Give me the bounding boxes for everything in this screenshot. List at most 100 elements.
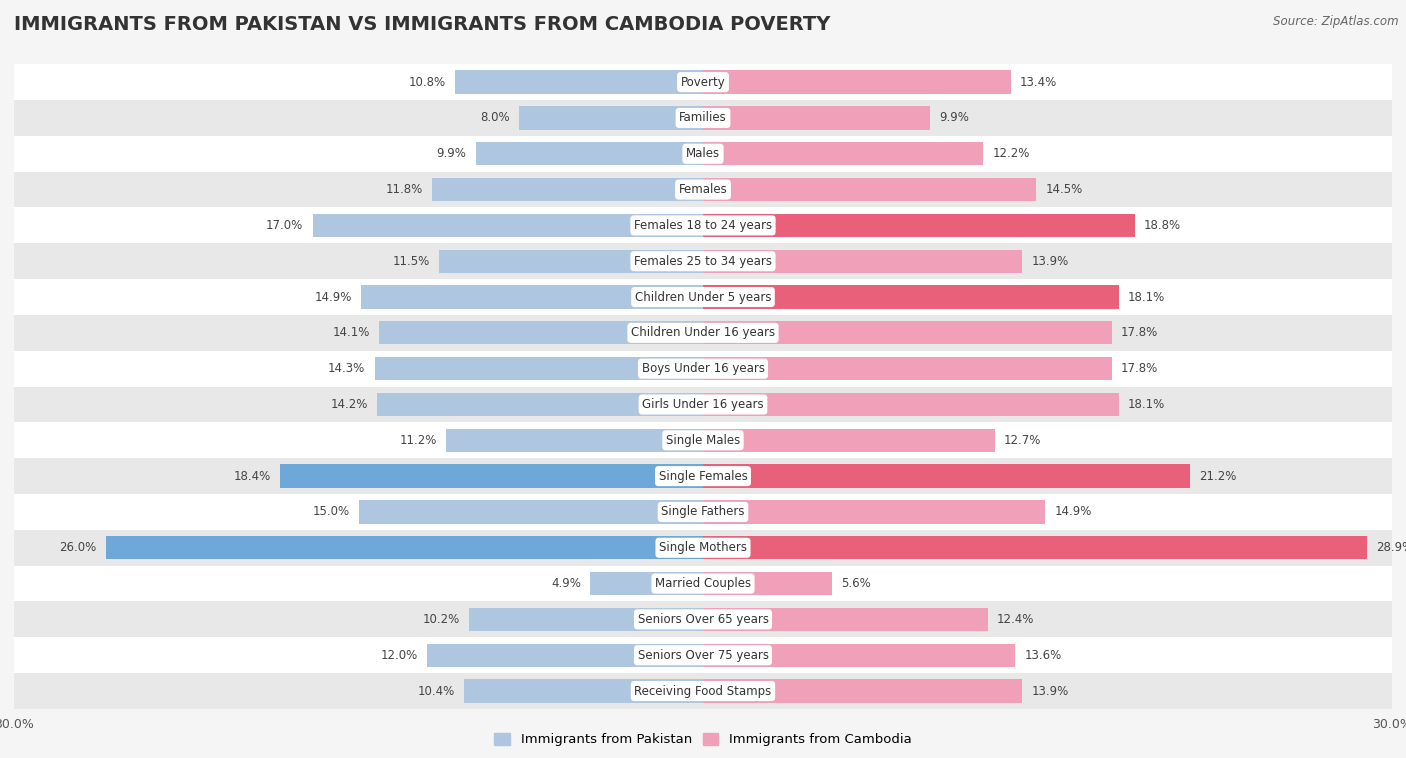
Bar xyxy=(703,106,931,130)
Bar xyxy=(14,637,1392,673)
Bar xyxy=(591,572,703,595)
Bar xyxy=(703,214,1135,237)
Bar xyxy=(432,178,703,201)
Bar xyxy=(703,465,1189,487)
Text: 8.0%: 8.0% xyxy=(481,111,510,124)
Text: 13.9%: 13.9% xyxy=(1032,255,1069,268)
Bar xyxy=(359,500,703,524)
Bar xyxy=(703,608,988,631)
Text: 18.1%: 18.1% xyxy=(1128,290,1166,303)
Bar xyxy=(468,608,703,631)
Text: 11.2%: 11.2% xyxy=(399,434,437,446)
Bar xyxy=(377,393,703,416)
Text: 12.7%: 12.7% xyxy=(1004,434,1042,446)
Text: Families: Families xyxy=(679,111,727,124)
Text: 11.5%: 11.5% xyxy=(392,255,430,268)
Bar xyxy=(475,142,703,165)
Text: 10.4%: 10.4% xyxy=(418,684,456,697)
Text: 15.0%: 15.0% xyxy=(312,506,349,518)
Bar xyxy=(14,279,1392,315)
Bar xyxy=(14,100,1392,136)
Bar xyxy=(703,536,1367,559)
Text: Females 25 to 34 years: Females 25 to 34 years xyxy=(634,255,772,268)
Bar xyxy=(14,171,1392,208)
Bar xyxy=(14,243,1392,279)
Text: Married Couples: Married Couples xyxy=(655,577,751,590)
Bar xyxy=(105,536,703,559)
Bar xyxy=(446,429,703,452)
Bar xyxy=(703,321,1112,344)
Bar xyxy=(703,142,983,165)
Text: 14.9%: 14.9% xyxy=(315,290,352,303)
Text: Poverty: Poverty xyxy=(681,76,725,89)
Text: 17.0%: 17.0% xyxy=(266,219,304,232)
Bar xyxy=(456,70,703,94)
Bar xyxy=(703,679,1022,703)
Bar xyxy=(14,315,1392,351)
Text: 18.4%: 18.4% xyxy=(233,470,271,483)
Bar xyxy=(703,357,1112,381)
Bar xyxy=(439,249,703,273)
Text: 11.8%: 11.8% xyxy=(385,183,423,196)
Bar xyxy=(464,679,703,703)
Bar xyxy=(14,602,1392,637)
Text: 9.9%: 9.9% xyxy=(437,147,467,160)
Bar xyxy=(14,208,1392,243)
Text: 5.6%: 5.6% xyxy=(841,577,870,590)
Text: 12.4%: 12.4% xyxy=(997,613,1035,626)
Bar xyxy=(361,286,703,309)
Bar xyxy=(703,500,1045,524)
Text: 18.8%: 18.8% xyxy=(1144,219,1181,232)
Text: Females 18 to 24 years: Females 18 to 24 years xyxy=(634,219,772,232)
Text: 28.9%: 28.9% xyxy=(1376,541,1406,554)
Bar xyxy=(703,572,831,595)
Text: Females: Females xyxy=(679,183,727,196)
Text: Children Under 5 years: Children Under 5 years xyxy=(634,290,772,303)
Bar xyxy=(703,644,1015,667)
Text: 14.5%: 14.5% xyxy=(1045,183,1083,196)
Text: 12.2%: 12.2% xyxy=(993,147,1029,160)
Bar xyxy=(14,673,1392,709)
Text: Single Males: Single Males xyxy=(666,434,740,446)
Text: 26.0%: 26.0% xyxy=(59,541,97,554)
Bar xyxy=(703,70,1011,94)
Text: 17.8%: 17.8% xyxy=(1121,327,1159,340)
Text: 17.8%: 17.8% xyxy=(1121,362,1159,375)
Text: Single Fathers: Single Fathers xyxy=(661,506,745,518)
Bar xyxy=(427,644,703,667)
Bar xyxy=(703,178,1036,201)
Text: 21.2%: 21.2% xyxy=(1199,470,1236,483)
Text: 18.1%: 18.1% xyxy=(1128,398,1166,411)
Bar xyxy=(14,64,1392,100)
Bar xyxy=(703,393,1119,416)
Bar xyxy=(14,387,1392,422)
Text: 13.9%: 13.9% xyxy=(1032,684,1069,697)
Bar xyxy=(14,351,1392,387)
Text: Single Mothers: Single Mothers xyxy=(659,541,747,554)
Text: Single Females: Single Females xyxy=(658,470,748,483)
Text: 14.1%: 14.1% xyxy=(333,327,370,340)
Text: 12.0%: 12.0% xyxy=(381,649,418,662)
Text: 4.9%: 4.9% xyxy=(551,577,581,590)
Text: 10.8%: 10.8% xyxy=(409,76,446,89)
Text: 14.2%: 14.2% xyxy=(330,398,368,411)
Bar xyxy=(14,530,1392,565)
Legend: Immigrants from Pakistan, Immigrants from Cambodia: Immigrants from Pakistan, Immigrants fro… xyxy=(489,728,917,751)
Bar xyxy=(14,565,1392,602)
Bar xyxy=(703,429,994,452)
Text: 13.4%: 13.4% xyxy=(1019,76,1057,89)
Bar xyxy=(519,106,703,130)
Text: 9.9%: 9.9% xyxy=(939,111,969,124)
Text: Boys Under 16 years: Boys Under 16 years xyxy=(641,362,765,375)
Text: Source: ZipAtlas.com: Source: ZipAtlas.com xyxy=(1274,15,1399,28)
Text: Seniors Over 65 years: Seniors Over 65 years xyxy=(637,613,769,626)
Text: Seniors Over 75 years: Seniors Over 75 years xyxy=(637,649,769,662)
Text: Males: Males xyxy=(686,147,720,160)
Text: IMMIGRANTS FROM PAKISTAN VS IMMIGRANTS FROM CAMBODIA POVERTY: IMMIGRANTS FROM PAKISTAN VS IMMIGRANTS F… xyxy=(14,15,831,34)
Bar xyxy=(14,494,1392,530)
Bar xyxy=(14,459,1392,494)
Bar xyxy=(703,286,1119,309)
Bar xyxy=(374,357,703,381)
Text: 14.9%: 14.9% xyxy=(1054,506,1091,518)
Text: 14.3%: 14.3% xyxy=(328,362,366,375)
